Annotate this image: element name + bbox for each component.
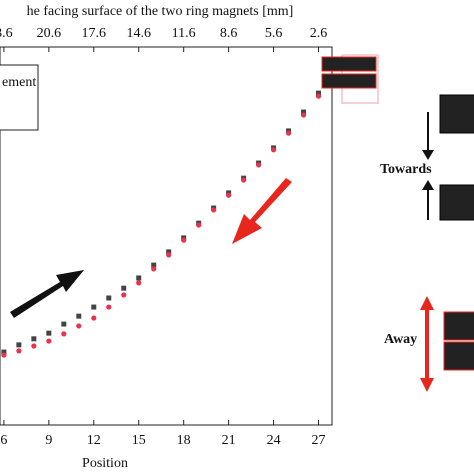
- point: [16, 348, 22, 354]
- point: [46, 330, 52, 336]
- arrow-up: [10, 270, 84, 318]
- point: [300, 112, 307, 118]
- x2-tick-label: 17.6: [82, 26, 107, 41]
- legend-text: ement: [2, 75, 36, 90]
- point: [136, 280, 142, 286]
- x-tick-label: 21: [222, 433, 236, 448]
- point: [136, 275, 142, 281]
- point: [241, 177, 247, 183]
- point: [31, 336, 37, 342]
- point: [151, 262, 157, 268]
- point: [166, 252, 172, 258]
- point: [76, 323, 82, 329]
- point: [106, 295, 112, 301]
- legend: [0, 64, 39, 131]
- plot-frame: [0, 46, 333, 426]
- x2-tick-label: 14.6: [126, 26, 151, 41]
- point: [255, 162, 262, 168]
- x2-tick-label: 2.6: [310, 26, 328, 41]
- x-tick-label: 24: [267, 433, 281, 448]
- x-tick-label: 9: [45, 433, 52, 448]
- point: [76, 313, 82, 319]
- annotation: Away: [384, 332, 417, 347]
- point: [106, 304, 112, 310]
- point: [166, 249, 172, 255]
- point: [316, 90, 322, 96]
- x-tick-label: 15: [132, 433, 146, 448]
- annotation: Towards: [380, 162, 432, 177]
- arrow-down: [232, 178, 292, 244]
- x2-tick-label: 3.6: [0, 26, 13, 41]
- top-axis-title: he facing surface of the two ring magnet…: [27, 4, 294, 19]
- x-tick-label: 6: [0, 433, 7, 448]
- x-tick-label: 27: [312, 433, 326, 448]
- away-illustration: [420, 296, 474, 392]
- point: [151, 266, 157, 272]
- point: [196, 222, 202, 228]
- point: [61, 321, 67, 327]
- magnet-top: [321, 54, 379, 104]
- x2-tick-label: 20.6: [37, 26, 62, 41]
- point: [301, 109, 307, 115]
- point: [31, 343, 37, 349]
- x-tick-label: 18: [177, 433, 191, 448]
- x2-tick-label: 5.6: [265, 26, 283, 41]
- point: [315, 93, 322, 99]
- point: [121, 285, 127, 291]
- x2-tick-label: 11.6: [172, 26, 196, 41]
- point: [91, 315, 97, 321]
- x2-tick-label: 8.6: [220, 26, 238, 41]
- towards-illustration: [422, 94, 474, 221]
- point: [211, 207, 217, 213]
- point: [91, 304, 97, 310]
- point: [285, 130, 292, 136]
- point: [16, 342, 22, 348]
- x-tick-label: 12: [87, 433, 101, 448]
- point: [1, 349, 7, 355]
- point: [270, 147, 277, 153]
- point: [226, 192, 232, 198]
- point: [181, 237, 187, 243]
- point: [121, 292, 127, 298]
- point: [61, 331, 67, 337]
- point: [1, 352, 7, 358]
- x-axis-title: Position: [82, 456, 128, 471]
- point: [46, 338, 52, 344]
